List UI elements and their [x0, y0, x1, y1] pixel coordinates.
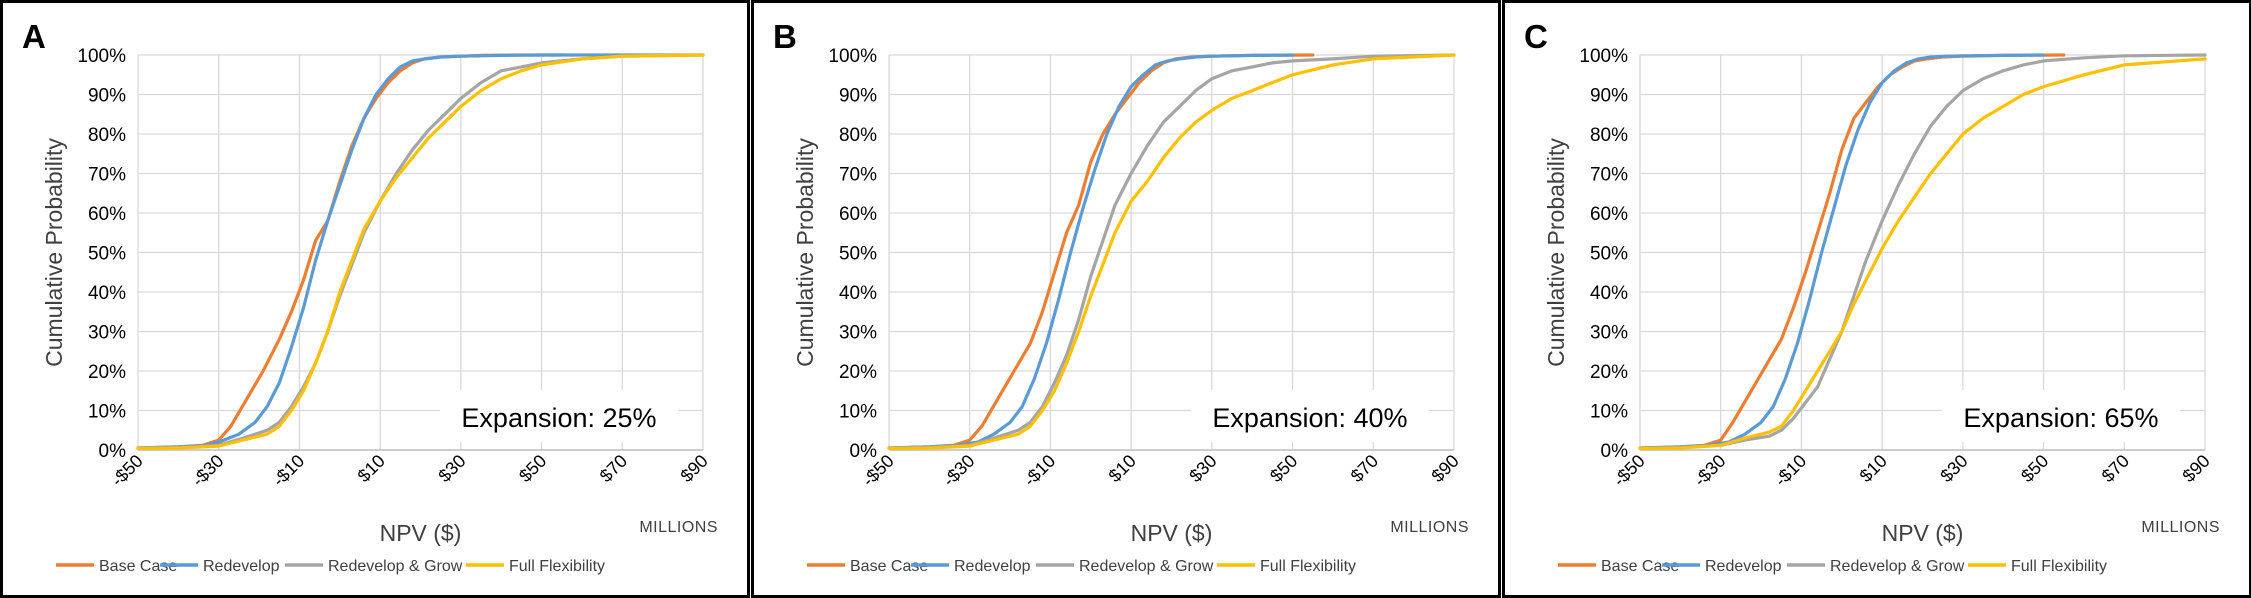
y-tick-label: 70% — [839, 165, 877, 186]
y-tick-label: 80% — [839, 125, 877, 146]
y-tick-label: 40% — [88, 283, 126, 304]
y-tick-label: 60% — [1590, 204, 1628, 225]
y-tick-label: 10% — [88, 402, 126, 423]
y-tick-label: 90% — [88, 86, 126, 107]
legend-label: Redevelop & Grow — [328, 558, 463, 575]
y-tick-label: 0% — [1601, 441, 1629, 462]
annotation-box — [1191, 390, 1429, 442]
y-tick-label: 60% — [88, 204, 126, 225]
y-tick-label: 30% — [88, 323, 126, 344]
y-tick-label: 50% — [88, 244, 126, 265]
y-tick-label: 50% — [839, 244, 877, 265]
legend-label: Redevelop — [1705, 558, 1782, 575]
panel-label: B — [773, 18, 797, 55]
legend-label: Full Flexibility — [1260, 558, 1356, 575]
series-line-redevelop — [136, 53, 705, 450]
y-axis-title: Cumulative Probability — [41, 138, 67, 367]
y-tick-label: 20% — [88, 362, 126, 383]
y-tick-label: 50% — [1590, 244, 1628, 265]
y-tick-label: 10% — [1590, 402, 1628, 423]
y-tick-label: 70% — [1590, 165, 1628, 186]
y-tick-label: 20% — [839, 362, 877, 383]
legend-label: Base Case — [1601, 558, 1679, 575]
x-units-note: MILLIONS — [2141, 519, 2220, 536]
y-tick-label: 100% — [1579, 46, 1628, 67]
expansion-annotation: Expansion: 25% — [461, 403, 656, 433]
legend-label: Redevelop & Grow — [1830, 558, 1965, 575]
panel-label: C — [1524, 18, 1548, 55]
y-axis-title: Cumulative Probability — [1543, 138, 1569, 367]
series-line-full-flexibility — [136, 53, 705, 450]
y-tick-label: 0% — [850, 441, 878, 462]
y-tick-label: 0% — [99, 441, 127, 462]
y-tick-label: 40% — [1590, 283, 1628, 304]
y-tick-label: 90% — [839, 86, 877, 107]
y-tick-label: 100% — [77, 46, 126, 67]
series-line-redevelop — [1638, 53, 2046, 450]
y-axis-title: Cumulative Probability — [792, 138, 818, 367]
x-axis-title: NPV ($) — [1131, 520, 1213, 546]
y-tick-label: 100% — [828, 46, 877, 67]
chart-panel-b: 0%10%20%30%40%50%60%70%80%90%100%-$50 -$3… — [751, 0, 1501, 598]
chart-panel-a: 0%10%20%30%40%50%60%70%80%90%100%-$50 -$3… — [0, 0, 750, 598]
annotation-box — [1942, 390, 2180, 442]
legend-label: Redevelop — [203, 558, 280, 575]
expansion-annotation: Expansion: 65% — [1963, 403, 2158, 433]
legend-label: Base Case — [99, 558, 177, 575]
y-tick-label: 60% — [839, 204, 877, 225]
x-units-note: MILLIONS — [1390, 519, 1469, 536]
series-line-full-flexibility — [1638, 57, 2207, 450]
y-tick-label: 30% — [1590, 323, 1628, 344]
y-tick-label: 40% — [839, 283, 877, 304]
panel-label: A — [22, 18, 46, 55]
series-line-redevelop-grow — [887, 53, 1456, 450]
legend-label: Redevelop & Grow — [1079, 558, 1214, 575]
x-axis-title: NPV ($) — [380, 520, 462, 546]
annotation-box — [440, 390, 678, 442]
legend-label: Base Case — [850, 558, 928, 575]
series-line-redevelop — [887, 53, 1295, 450]
y-tick-label: 80% — [1590, 125, 1628, 146]
y-tick-label: 90% — [1590, 86, 1628, 107]
x-axis-title: NPV ($) — [1882, 520, 1964, 546]
y-tick-label: 70% — [88, 165, 126, 186]
y-tick-label: 20% — [1590, 362, 1628, 383]
y-tick-label: 30% — [839, 323, 877, 344]
chart-panel-c: 0%10%20%30%40%50%60%70%80%90%100%-$50 -$3… — [1502, 0, 2251, 598]
series-line-redevelop-grow — [1638, 53, 2207, 450]
y-tick-label: 10% — [839, 402, 877, 423]
legend-label: Full Flexibility — [509, 558, 605, 575]
legend-label: Redevelop — [954, 558, 1031, 575]
expansion-annotation: Expansion: 40% — [1212, 403, 1407, 433]
series-line-full-flexibility — [887, 53, 1456, 450]
x-units-note: MILLIONS — [639, 519, 718, 536]
y-tick-label: 80% — [88, 125, 126, 146]
panel-border — [1502, 0, 2251, 598]
legend-label: Full Flexibility — [2011, 558, 2107, 575]
